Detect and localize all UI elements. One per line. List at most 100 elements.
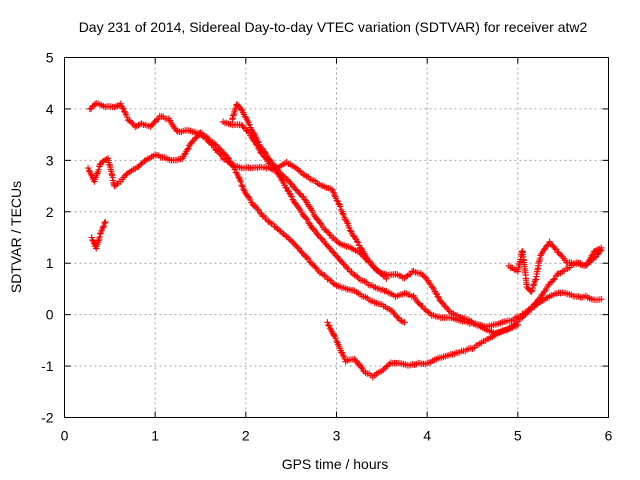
data-point-marker — [238, 182, 245, 189]
data-point-marker — [224, 154, 231, 161]
data-point-marker — [266, 219, 274, 226]
data-point-marker — [280, 230, 287, 238]
data-point-marker — [246, 121, 253, 128]
data-point-marker — [141, 157, 148, 165]
y-tick-label: 0 — [46, 307, 54, 323]
data-point-marker — [244, 193, 252, 200]
data-point-marker — [245, 129, 253, 136]
data-point-marker — [525, 306, 532, 313]
data-point-marker — [330, 249, 337, 256]
data-point-marker — [346, 227, 354, 234]
data-point-marker — [237, 178, 245, 185]
data-point-marker — [94, 170, 101, 177]
data-point-marker — [235, 173, 242, 181]
data-point-marker — [325, 275, 333, 283]
data-point-marker — [253, 141, 260, 148]
y-tick-label: -1 — [41, 358, 54, 374]
data-point-marker — [185, 145, 192, 152]
data-point-marker — [272, 224, 280, 231]
data-point-marker — [333, 253, 341, 260]
chart-title: Day 231 of 2014, Sidereal Day-to-day VTE… — [79, 19, 588, 35]
data-point-marker — [289, 196, 296, 203]
data-point-marker — [551, 275, 558, 282]
data-point-marker — [530, 282, 537, 289]
data-point-marker — [438, 299, 446, 306]
data-point-marker — [95, 166, 102, 173]
data-point-marker — [276, 172, 283, 180]
data-point-marker — [284, 187, 291, 194]
data-point-marker — [231, 166, 238, 173]
data-point-marker — [119, 104, 126, 112]
data-point-marker — [432, 289, 439, 297]
data-point-marker — [85, 167, 93, 174]
data-point-marker — [583, 261, 591, 268]
data-point-marker — [374, 267, 381, 274]
data-point-marker — [331, 191, 338, 199]
data-point-marker — [380, 366, 387, 373]
y-tick-label: 1 — [46, 255, 54, 271]
series-arc-6 — [324, 319, 522, 381]
y-tick-label: 3 — [46, 152, 54, 168]
data-point-marker — [292, 164, 299, 171]
data-point-marker — [332, 334, 339, 342]
data-point-marker — [275, 226, 283, 234]
data-point-marker — [355, 360, 363, 368]
y-tick-label: 5 — [46, 50, 54, 66]
data-point-marker — [283, 233, 290, 240]
data-point-marker — [401, 319, 408, 326]
x-tick-label: 6 — [605, 428, 613, 444]
data-point-marker — [331, 281, 339, 288]
data-point-marker — [303, 253, 310, 261]
data-point-marker — [99, 224, 107, 231]
data-point-marker — [351, 234, 359, 242]
data-point-marker — [219, 155, 227, 162]
series-arc-7 — [505, 238, 605, 295]
data-point-marker — [325, 321, 332, 329]
data-point-marker — [123, 170, 130, 178]
data-point-marker — [445, 306, 452, 314]
data-point-marker — [434, 293, 441, 300]
data-point-marker — [193, 133, 200, 141]
data-point-marker — [167, 119, 175, 127]
data-point-marker — [550, 276, 557, 283]
data-point-marker — [383, 275, 390, 282]
data-point-marker — [212, 141, 219, 148]
data-point-marker — [240, 124, 248, 131]
data-point-marker — [95, 237, 102, 244]
y-tick-label: 2 — [46, 204, 54, 220]
x-tick-label: 3 — [333, 428, 341, 444]
data-point-marker — [89, 236, 96, 244]
data-point-marker — [598, 244, 605, 251]
data-point-marker — [226, 157, 233, 165]
data-point-marker — [100, 222, 107, 230]
data-point-marker — [364, 255, 371, 262]
data-point-marker — [353, 238, 361, 245]
data-point-marker — [251, 202, 259, 209]
x-tick-label: 4 — [423, 428, 431, 444]
data-point-marker — [287, 191, 294, 199]
data-point-marker — [352, 357, 359, 364]
data-point-marker — [405, 271, 413, 278]
data-point-marker — [330, 234, 337, 242]
data-point-marker — [422, 306, 429, 313]
data-point-marker — [230, 112, 237, 119]
data-point-marker — [304, 218, 312, 226]
data-point-marker — [256, 209, 264, 217]
data-point-marker — [336, 240, 343, 247]
data-marks — [84, 100, 605, 381]
data-point-marker — [522, 309, 529, 316]
x-tick-label: 5 — [514, 428, 522, 444]
data-point-marker — [181, 151, 188, 158]
series-arc-2 — [84, 129, 408, 326]
x-axis-label: GPS time / hours — [282, 456, 389, 472]
x-tick-label: 2 — [242, 428, 250, 444]
data-point-marker — [532, 300, 539, 307]
data-point-marker — [96, 233, 103, 241]
data-point-marker — [102, 218, 109, 226]
data-point-marker — [304, 255, 312, 262]
data-point-marker — [390, 309, 397, 317]
plot-frame — [64, 57, 609, 418]
data-point-marker — [326, 244, 333, 252]
